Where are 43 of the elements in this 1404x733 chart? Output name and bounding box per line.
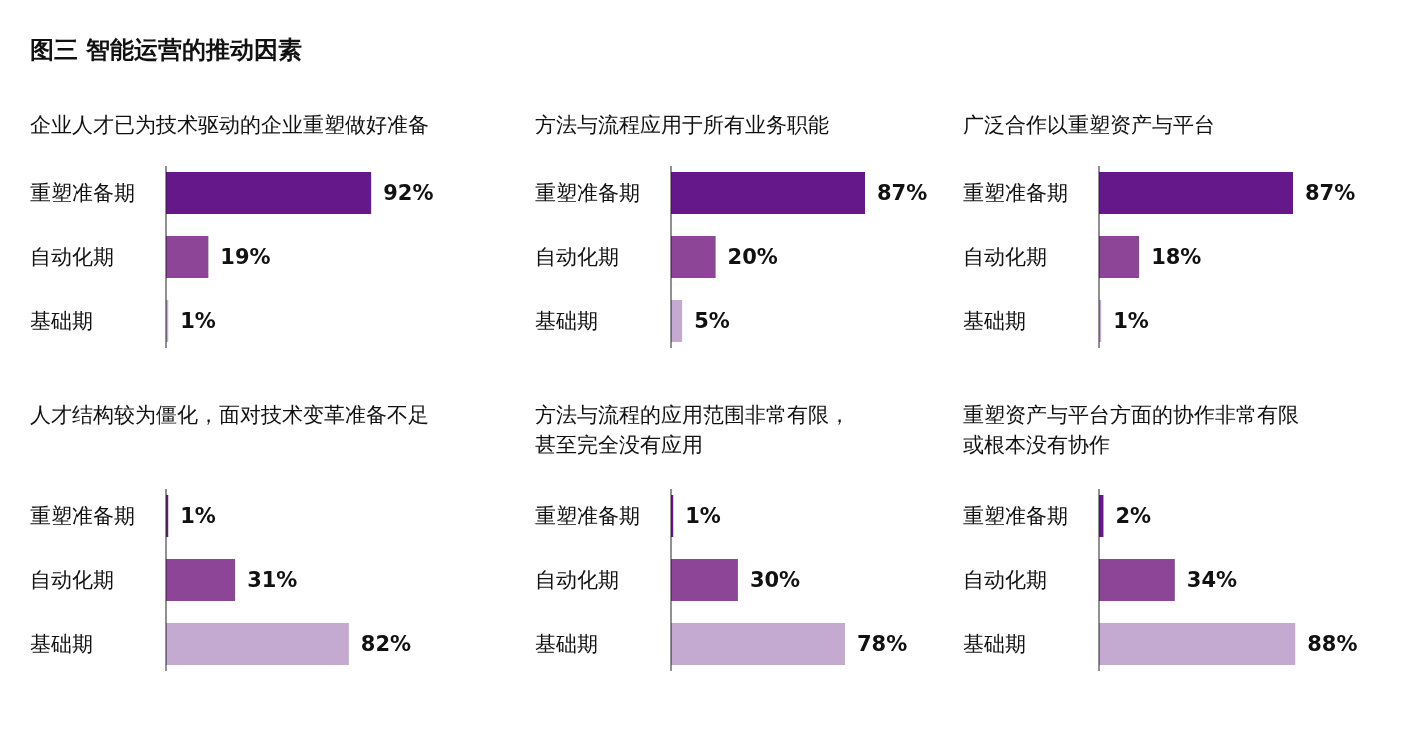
- data-label: 88%: [1307, 632, 1358, 656]
- data-label: 2%: [1115, 504, 1152, 528]
- chart-subtitle: 广泛合作以重塑资产与平台: [963, 113, 1215, 137]
- y-tick-label: 重塑准备期: [963, 504, 1068, 528]
- y-tick-label: 重塑准备期: [30, 504, 135, 528]
- data-label: 82%: [360, 632, 412, 656]
- y-tick-label: 自动化期: [30, 568, 114, 592]
- y-tick-label: 基础期: [30, 309, 93, 333]
- y-tick-label: 基础期: [535, 309, 598, 333]
- data-label: 1%: [685, 504, 721, 528]
- data-label: 1%: [180, 309, 216, 333]
- chart-subtitle: 重塑资产与平台方面的协作非常有限或根本没有协作: [963, 403, 1299, 457]
- y-tick-label: 自动化期: [30, 245, 114, 269]
- chart-subtitle: 方法与流程的应用范围非常有限，甚至完全没有应用: [535, 403, 850, 457]
- y-tick-label: 基础期: [30, 632, 93, 656]
- data-label: 19%: [220, 245, 271, 269]
- data-label: 1%: [180, 504, 216, 528]
- y-tick-label: 基础期: [963, 309, 1026, 333]
- data-label: 78%: [856, 632, 908, 656]
- y-tick-label: 重塑准备期: [535, 181, 640, 205]
- chart-subtitle: 企业人才已为技术驱动的企业重塑做好准备: [30, 113, 429, 137]
- y-tick-label: 重塑准备期: [535, 504, 640, 528]
- data-label: 1%: [1113, 309, 1149, 333]
- data-label: 5%: [694, 309, 730, 333]
- y-tick-label: 基础期: [963, 632, 1026, 656]
- chart-title: 图三 智能运营的推动因素: [30, 36, 303, 64]
- y-tick-label: 自动化期: [963, 568, 1047, 592]
- data-label: 34%: [1186, 568, 1238, 592]
- data-label: 92%: [383, 181, 434, 205]
- data-label: 87%: [877, 181, 928, 205]
- data-label: 31%: [247, 568, 298, 592]
- data-label: 20%: [727, 245, 778, 269]
- y-tick-label: 重塑准备期: [963, 181, 1068, 205]
- chart-subtitle: 人才结构较为僵化，面对技术变革准备不足: [30, 403, 429, 427]
- y-tick-label: 基础期: [535, 632, 598, 656]
- chart-subtitle: 方法与流程应用于所有业务职能: [535, 113, 829, 137]
- y-tick-label: 自动化期: [535, 245, 619, 269]
- y-tick-label: 自动化期: [963, 245, 1047, 269]
- y-tick-label: 自动化期: [535, 568, 619, 592]
- data-label: 18%: [1151, 245, 1202, 269]
- data-label: 30%: [749, 568, 801, 592]
- y-tick-label: 重塑准备期: [30, 181, 135, 205]
- data-label: 87%: [1305, 181, 1356, 205]
